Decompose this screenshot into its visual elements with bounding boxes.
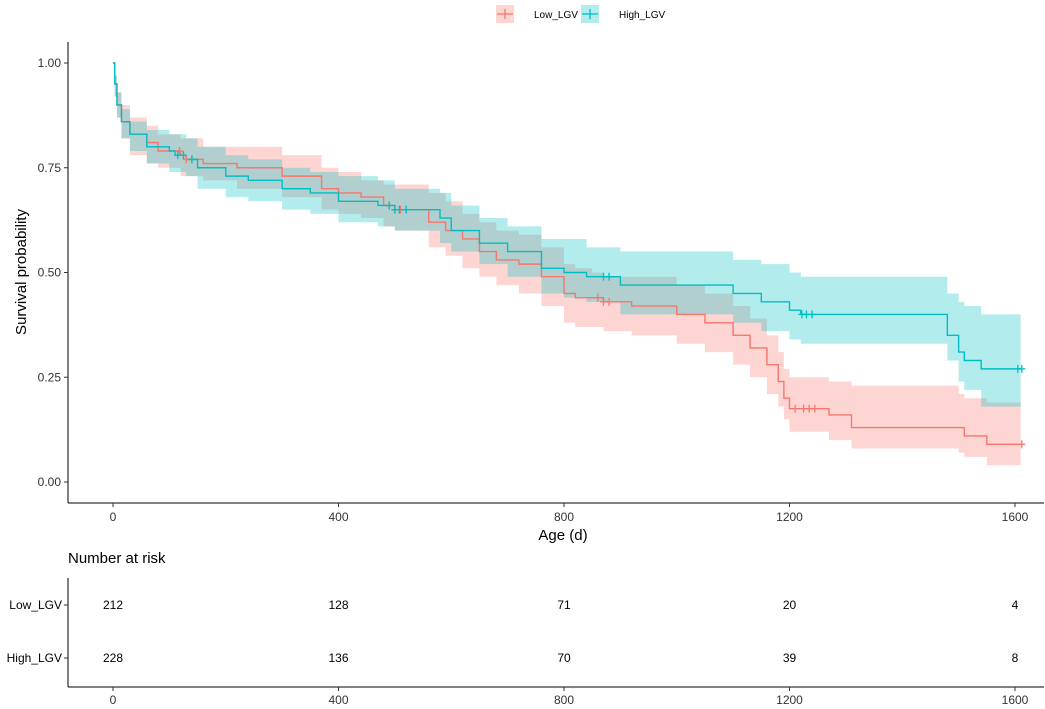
- x-tick-label: 1200: [776, 510, 803, 524]
- x-tick-label: 0: [110, 510, 117, 524]
- risk-table-title: Number at risk: [68, 550, 166, 567]
- ci-band-high: [113, 63, 1021, 407]
- risk-x-tick-label: 400: [328, 693, 348, 707]
- risk-value: 228: [103, 651, 123, 665]
- risk-value: 212: [103, 598, 123, 612]
- y-tick-label: 0.25: [38, 370, 62, 384]
- censor-mark-high: [1018, 364, 1026, 373]
- risk-table: Number at risk Low_LGV 212 128 71 20 4 High_LG…: [7, 550, 1044, 707]
- risk-x-tick-label: 1600: [1002, 693, 1029, 707]
- survival-curve-high: [113, 62, 1021, 370]
- censor-mark-low: [594, 293, 602, 302]
- risk-value: 20: [783, 598, 797, 612]
- x-tick-label: 1600: [1002, 510, 1029, 524]
- y-tick-label: 0.75: [38, 161, 62, 175]
- risk-value: 128: [328, 598, 348, 612]
- y-tick-label: 0.00: [38, 475, 62, 489]
- risk-value: 70: [557, 651, 571, 665]
- risk-value: 136: [328, 651, 348, 665]
- legend-label-low: Low_LGV: [534, 10, 578, 21]
- risk-x-tick-label: 800: [554, 693, 574, 707]
- ci-band-low: [113, 63, 1021, 466]
- censor-mark-high: [188, 155, 196, 164]
- risk-x-tick-label: 1200: [776, 693, 803, 707]
- risk-value: 39: [783, 651, 797, 665]
- risk-value: 4: [1012, 598, 1019, 612]
- risk-x-tick-label: 0: [110, 693, 117, 707]
- censor-mark-high: [395, 205, 403, 214]
- censor-mark-high: [179, 151, 187, 160]
- legend-key-high: [581, 5, 599, 23]
- risk-value: 71: [557, 598, 571, 612]
- x-axis-title: Age (d): [538, 527, 587, 544]
- censor-mark-high: [808, 310, 816, 319]
- x-tick-label: 800: [554, 510, 574, 524]
- censor-mark-high: [402, 205, 410, 214]
- risk-row-label: Low_LGV: [9, 598, 62, 612]
- y-tick-label: 0.50: [38, 266, 62, 280]
- censor-mark-high: [385, 201, 393, 210]
- y-tick-label: 1.00: [38, 56, 62, 70]
- risk-value: 8: [1012, 651, 1019, 665]
- plot-area: [113, 62, 1026, 466]
- survival-curve-low: [113, 62, 1021, 445]
- censor-mark-low: [176, 146, 184, 155]
- legend: Low_LGV High_LGV: [496, 5, 665, 23]
- risk-row-label: High_LGV: [7, 651, 62, 665]
- y-axis-title: Survival probability: [13, 209, 30, 335]
- x-tick-label: 400: [328, 510, 348, 524]
- censor-mark-high: [605, 272, 613, 281]
- legend-key-low: [496, 5, 514, 23]
- censor-mark-low: [791, 404, 799, 413]
- axes: 0.00 0.25 0.50 0.75 1.00 0 400 800 1200 1600 Age…: [13, 42, 1044, 544]
- censor-mark-low: [605, 297, 613, 306]
- censor-mark-low: [1018, 440, 1026, 449]
- legend-label-high: High_LGV: [619, 10, 665, 21]
- censor-mark-low: [811, 404, 819, 413]
